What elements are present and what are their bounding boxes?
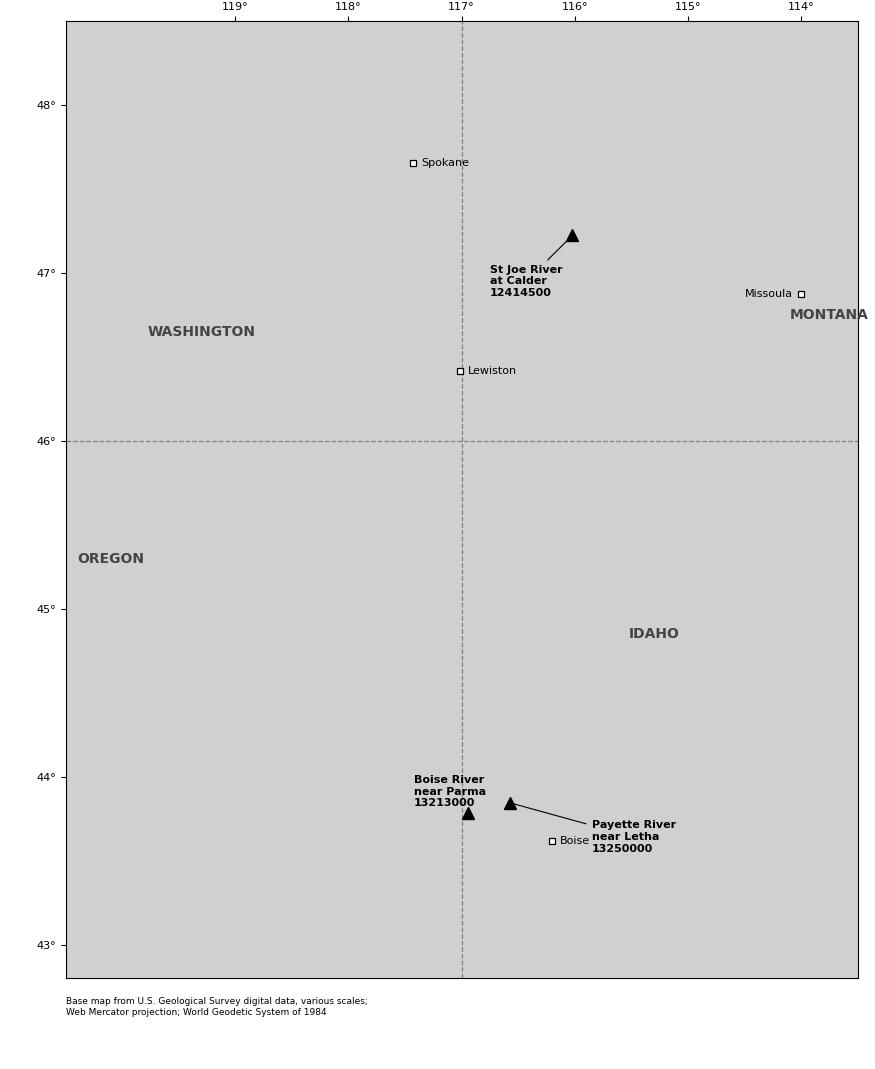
Text: IDAHO: IDAHO [628, 628, 679, 641]
Text: Lewiston: Lewiston [467, 366, 516, 375]
Text: St Joe River
at Calder
12414500: St Joe River at Calder 12414500 [490, 237, 570, 298]
Text: Base map from U.S. Geological Survey digital data, various scales;
Web Mercator : Base map from U.S. Geological Survey dig… [66, 997, 368, 1017]
Text: MONTANA: MONTANA [790, 308, 869, 322]
Text: OREGON: OREGON [77, 552, 144, 566]
Text: WASHINGTON: WASHINGTON [147, 325, 255, 339]
Text: Spokane: Spokane [421, 157, 469, 168]
Text: Missoula: Missoula [746, 290, 794, 299]
Text: Boise: Boise [560, 836, 590, 847]
Text: Payette River
near Letha
13250000: Payette River near Letha 13250000 [513, 804, 676, 853]
Text: Boise River
near Parma
13213000: Boise River near Parma 13213000 [414, 775, 487, 812]
